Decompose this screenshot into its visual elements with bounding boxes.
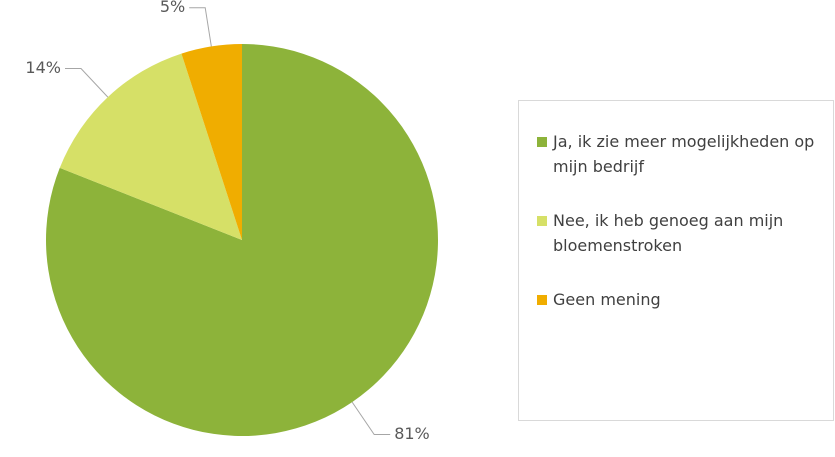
legend-label: Nee, ik heb genoeg aan mijn bloemenstrok… bbox=[553, 211, 784, 255]
legend-swatch bbox=[537, 216, 547, 226]
legend-swatch bbox=[537, 295, 547, 305]
legend-label: Geen mening bbox=[553, 290, 661, 309]
leader-line bbox=[64, 68, 109, 98]
legend-label: Ja, ik zie meer mogelijkheden op mijn be… bbox=[553, 132, 815, 176]
legend-item: Nee, ik heb genoeg aan mijn bloemenstrok… bbox=[537, 208, 833, 258]
legend: Ja, ik zie meer mogelijkheden op mijn be… bbox=[518, 100, 834, 421]
legend-item: Ja, ik zie meer mogelijkheden op mijn be… bbox=[537, 129, 833, 179]
legend-swatch bbox=[537, 137, 547, 147]
leader-line bbox=[189, 7, 212, 47]
data-label: 5% bbox=[160, 0, 185, 16]
pie-slice bbox=[45, 44, 438, 436]
legend-item: Geen mening bbox=[537, 287, 833, 312]
leader-line bbox=[351, 401, 391, 436]
data-label: 81% bbox=[394, 424, 430, 443]
pie-slice bbox=[59, 53, 242, 240]
data-label: 14% bbox=[25, 58, 61, 77]
pie-slice bbox=[181, 44, 242, 240]
